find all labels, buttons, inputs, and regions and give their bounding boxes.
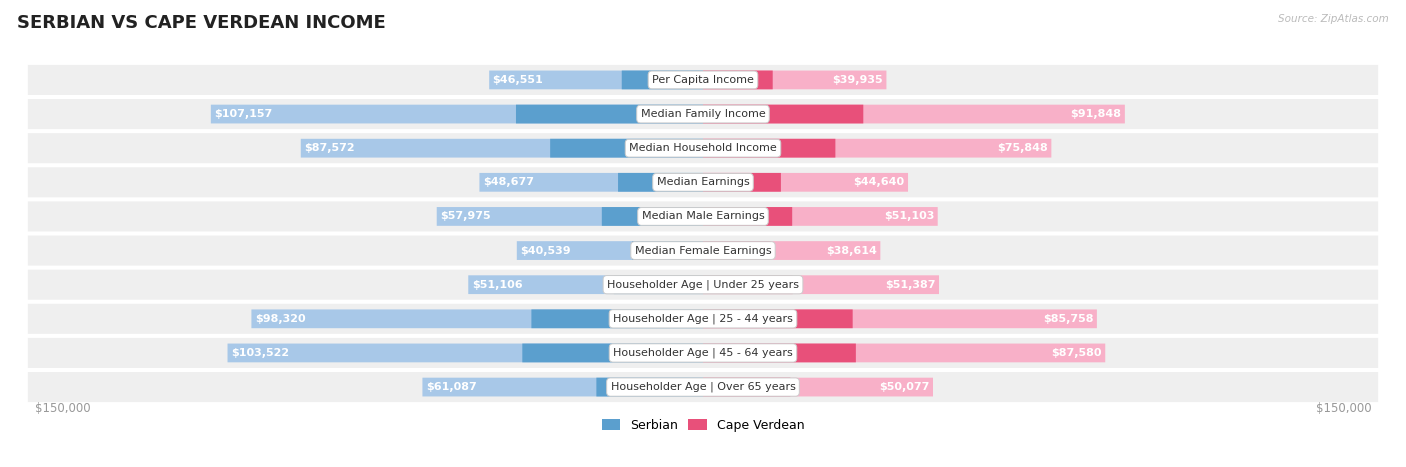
Text: Median Female Earnings: Median Female Earnings [634,246,772,255]
Text: Householder Age | 25 - 44 years: Householder Age | 25 - 44 years [613,313,793,324]
Text: Median Male Earnings: Median Male Earnings [641,212,765,221]
FancyBboxPatch shape [596,378,703,396]
FancyBboxPatch shape [703,310,852,328]
FancyBboxPatch shape [703,105,863,123]
FancyBboxPatch shape [28,235,1378,266]
Text: $48,677: $48,677 [482,177,534,187]
FancyBboxPatch shape [703,139,1052,157]
FancyBboxPatch shape [703,105,1125,123]
Text: $40,539: $40,539 [520,246,571,255]
FancyBboxPatch shape [703,207,938,226]
FancyBboxPatch shape [703,344,1105,362]
FancyBboxPatch shape [522,344,703,362]
FancyBboxPatch shape [550,139,703,157]
FancyBboxPatch shape [211,105,703,123]
Text: $51,103: $51,103 [884,212,934,221]
Text: Householder Age | Under 25 years: Householder Age | Under 25 years [607,279,799,290]
FancyBboxPatch shape [703,378,790,396]
FancyBboxPatch shape [703,276,939,294]
FancyBboxPatch shape [516,105,703,123]
FancyBboxPatch shape [468,276,703,294]
Text: $91,848: $91,848 [1070,109,1122,119]
FancyBboxPatch shape [517,241,703,260]
Text: $87,580: $87,580 [1052,348,1102,358]
Text: $87,572: $87,572 [304,143,354,153]
FancyBboxPatch shape [703,71,886,89]
Text: $150,000: $150,000 [35,402,90,415]
FancyBboxPatch shape [301,139,703,157]
Text: $98,320: $98,320 [254,314,305,324]
Text: SERBIAN VS CAPE VERDEAN INCOME: SERBIAN VS CAPE VERDEAN INCOME [17,14,385,32]
FancyBboxPatch shape [703,344,856,362]
FancyBboxPatch shape [614,276,703,294]
FancyBboxPatch shape [703,173,908,191]
FancyBboxPatch shape [28,372,1378,402]
Text: $107,157: $107,157 [214,109,273,119]
FancyBboxPatch shape [28,304,1378,334]
FancyBboxPatch shape [703,71,773,89]
FancyBboxPatch shape [28,201,1378,232]
FancyBboxPatch shape [228,344,703,362]
Text: $39,935: $39,935 [832,75,883,85]
Text: $57,975: $57,975 [440,212,491,221]
Text: $51,387: $51,387 [884,280,935,290]
Text: $44,640: $44,640 [853,177,904,187]
FancyBboxPatch shape [633,241,703,260]
FancyBboxPatch shape [703,207,792,226]
FancyBboxPatch shape [602,207,703,226]
FancyBboxPatch shape [479,173,703,191]
FancyBboxPatch shape [703,310,1097,328]
Text: $85,758: $85,758 [1043,314,1094,324]
Text: Per Capita Income: Per Capita Income [652,75,754,85]
FancyBboxPatch shape [28,133,1378,163]
FancyBboxPatch shape [28,269,1378,300]
FancyBboxPatch shape [489,71,703,89]
FancyBboxPatch shape [28,338,1378,368]
Text: Median Household Income: Median Household Income [628,143,778,153]
FancyBboxPatch shape [28,167,1378,198]
FancyBboxPatch shape [437,207,703,226]
FancyBboxPatch shape [703,241,770,260]
FancyBboxPatch shape [619,173,703,191]
Text: $38,614: $38,614 [827,246,877,255]
Text: $61,087: $61,087 [426,382,477,392]
Text: Median Family Income: Median Family Income [641,109,765,119]
Text: $150,000: $150,000 [1316,402,1371,415]
FancyBboxPatch shape [422,378,703,396]
Text: Householder Age | Over 65 years: Householder Age | Over 65 years [610,382,796,392]
FancyBboxPatch shape [28,65,1378,95]
FancyBboxPatch shape [252,310,703,328]
Text: $51,106: $51,106 [472,280,523,290]
Text: Median Earnings: Median Earnings [657,177,749,187]
Text: $75,848: $75,848 [997,143,1047,153]
FancyBboxPatch shape [703,173,780,191]
Text: Source: ZipAtlas.com: Source: ZipAtlas.com [1278,14,1389,24]
FancyBboxPatch shape [703,378,934,396]
FancyBboxPatch shape [28,99,1378,129]
FancyBboxPatch shape [621,71,703,89]
FancyBboxPatch shape [531,310,703,328]
FancyBboxPatch shape [703,276,793,294]
Text: $46,551: $46,551 [492,75,543,85]
FancyBboxPatch shape [703,139,835,157]
Text: $103,522: $103,522 [231,348,290,358]
Legend: Serbian, Cape Verdean: Serbian, Cape Verdean [596,414,810,437]
FancyBboxPatch shape [703,241,880,260]
Text: Householder Age | 45 - 64 years: Householder Age | 45 - 64 years [613,348,793,358]
Text: $50,077: $50,077 [879,382,929,392]
